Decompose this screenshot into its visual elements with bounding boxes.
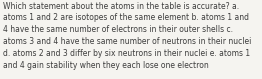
Text: Which statement about the atoms in the table is accurate? a.
atoms 1 and 2 are i: Which statement about the atoms in the t… xyxy=(3,2,251,70)
